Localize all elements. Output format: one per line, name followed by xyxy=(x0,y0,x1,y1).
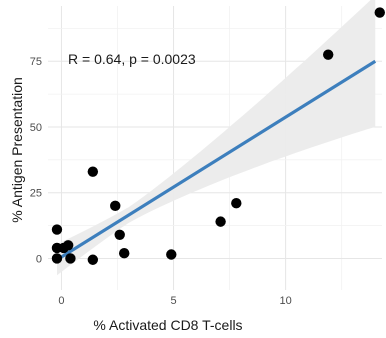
data-point xyxy=(166,249,177,260)
y-tick-label: 75 xyxy=(30,56,42,68)
data-point xyxy=(215,216,226,227)
data-point xyxy=(65,253,76,264)
data-point xyxy=(374,7,385,18)
data-point xyxy=(110,200,121,212)
x-tick-label: 5 xyxy=(170,295,176,307)
y-tick-label: 50 xyxy=(30,122,42,134)
y-tick-label: 0 xyxy=(36,253,42,265)
regression-line xyxy=(56,59,377,262)
data-point xyxy=(231,198,242,209)
y-axis-title: % Antigen Presentation xyxy=(9,77,25,223)
confidence-band xyxy=(57,0,376,276)
y-tick-labels: 0 25 50 75 xyxy=(30,56,42,265)
x-axis-title: % Activated CD8 T-cells xyxy=(93,317,242,333)
x-tick-label: 10 xyxy=(279,295,291,307)
data-point xyxy=(119,247,130,259)
x-tick-labels: 0 5 10 xyxy=(58,295,291,307)
data-points xyxy=(51,7,385,265)
data-point xyxy=(87,254,99,265)
data-point xyxy=(87,166,99,177)
y-tick-label: 25 xyxy=(30,188,42,200)
data-point xyxy=(51,224,63,235)
data-point xyxy=(62,240,74,251)
x-tick-label: 0 xyxy=(58,295,64,307)
correlation-annotation: R = 0.64, p = 0.0023 xyxy=(68,51,196,67)
data-point xyxy=(323,49,334,60)
data-point xyxy=(51,253,63,264)
data-point xyxy=(114,229,125,240)
